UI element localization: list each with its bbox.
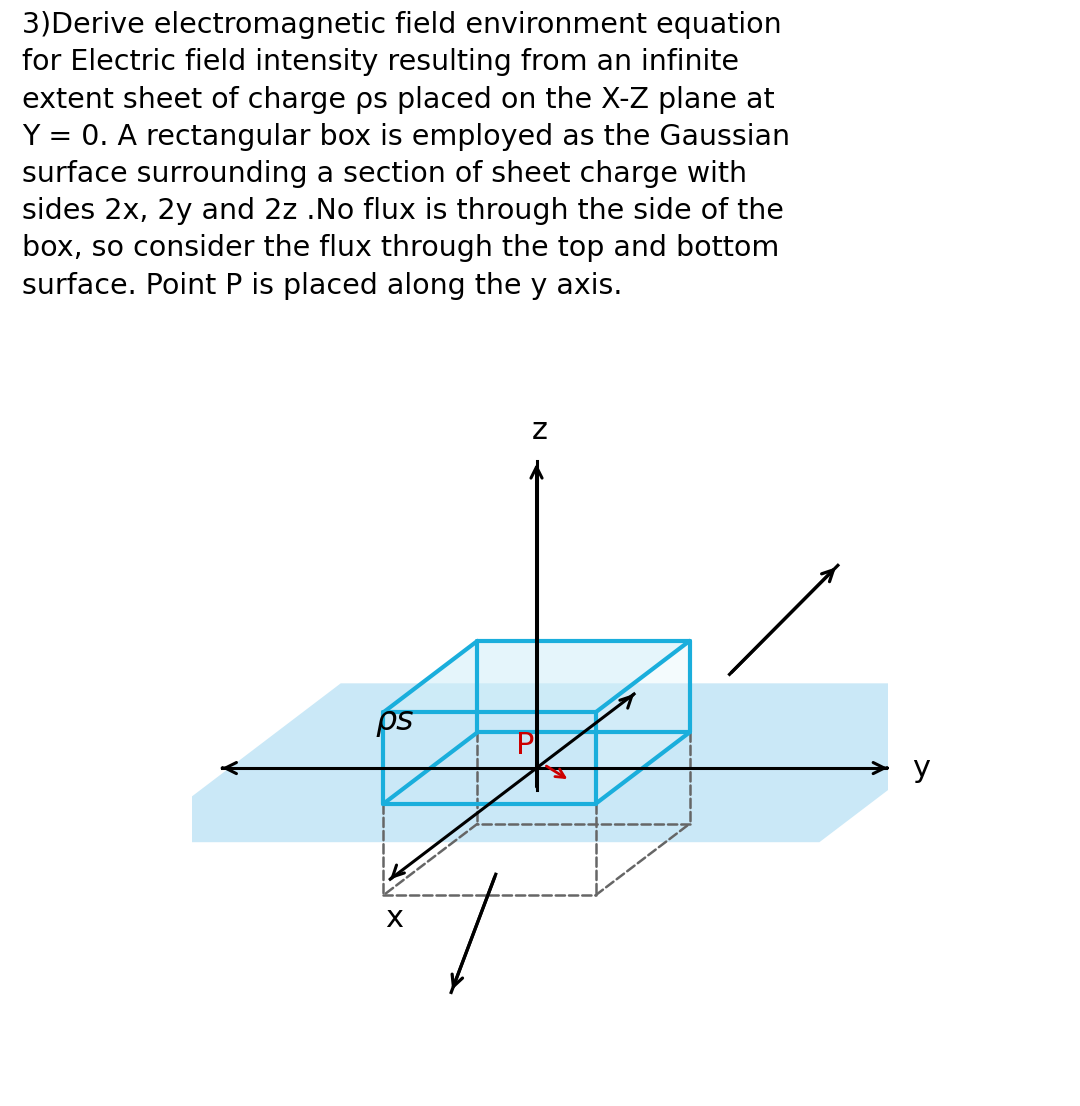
Polygon shape [595,640,690,804]
Polygon shape [383,640,690,712]
Text: x: x [384,904,403,932]
Text: z: z [532,417,548,446]
Text: y: y [913,753,930,783]
Polygon shape [132,684,1028,842]
Text: 3)Derive electromagnetic field environment equation
for Electric field intensity: 3)Derive electromagnetic field environme… [22,11,789,300]
Text: P: P [516,731,535,760]
Text: ρs: ρs [375,703,414,737]
